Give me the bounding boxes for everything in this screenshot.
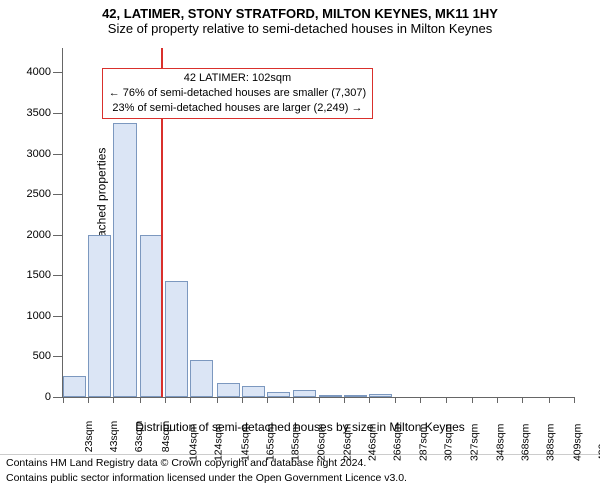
x-tick xyxy=(420,397,421,403)
histogram-bar xyxy=(63,376,86,397)
x-tick xyxy=(497,397,498,403)
y-tick-label: 3000 xyxy=(27,148,51,160)
histogram-bar xyxy=(344,395,367,397)
y-tick-label: 2500 xyxy=(27,188,51,200)
y-tick xyxy=(53,194,63,195)
y-tick-label: 2000 xyxy=(27,229,51,241)
title-subtitle: Size of property relative to semi-detach… xyxy=(0,21,600,36)
x-tick xyxy=(242,397,243,403)
histogram-bar xyxy=(267,392,290,397)
x-tick xyxy=(190,397,191,403)
y-tick-label: 500 xyxy=(33,350,51,362)
x-tick xyxy=(217,397,218,403)
footer-line2: Contains public sector information licen… xyxy=(0,470,600,485)
x-tick xyxy=(88,397,89,403)
y-tick xyxy=(53,235,63,236)
x-tick xyxy=(522,397,523,403)
x-tick xyxy=(63,397,64,403)
x-tick xyxy=(472,397,473,403)
y-tick xyxy=(53,316,63,317)
histogram-bar xyxy=(217,383,240,397)
chart-area: Number of semi-detached properties 05001… xyxy=(0,36,600,454)
x-tick xyxy=(140,397,141,403)
x-tick xyxy=(319,397,320,403)
chart-titles: 42, LATIMER, STONY STRATFORD, MILTON KEY… xyxy=(0,0,600,36)
histogram-bar xyxy=(369,394,392,397)
y-tick xyxy=(53,356,63,357)
annotation-line: ← 76% of semi-detached houses are smalle… xyxy=(109,86,366,101)
plot-region: 0500100015002000250030003500400023sqm43s… xyxy=(62,48,574,398)
annotation-line: 23% of semi-detached houses are larger (… xyxy=(109,101,366,116)
y-tick xyxy=(53,397,63,398)
y-tick xyxy=(53,113,63,114)
y-tick-label: 4000 xyxy=(27,66,51,78)
x-tick xyxy=(574,397,575,403)
histogram-bar xyxy=(242,386,265,397)
y-tick xyxy=(53,72,63,73)
y-tick-label: 1000 xyxy=(27,310,51,322)
histogram-bar xyxy=(293,390,316,397)
histogram-bar xyxy=(190,360,213,397)
y-tick-label: 1500 xyxy=(27,269,51,281)
y-tick xyxy=(53,275,63,276)
histogram-bar xyxy=(319,395,342,397)
x-tick xyxy=(267,397,268,403)
annotation-line: 42 LATIMER: 102sqm xyxy=(109,71,366,86)
x-tick xyxy=(165,397,166,403)
x-tick xyxy=(113,397,114,403)
x-tick xyxy=(344,397,345,403)
y-tick-label: 0 xyxy=(45,391,51,403)
x-tick xyxy=(395,397,396,403)
histogram-bar xyxy=(140,235,163,397)
title-address: 42, LATIMER, STONY STRATFORD, MILTON KEY… xyxy=(0,6,600,21)
x-tick xyxy=(446,397,447,403)
x-tick xyxy=(549,397,550,403)
histogram-bar xyxy=(113,123,136,397)
y-tick xyxy=(53,154,63,155)
histogram-bar xyxy=(88,235,111,397)
histogram-bar xyxy=(165,281,188,397)
x-tick xyxy=(369,397,370,403)
annotation-box: 42 LATIMER: 102sqm← 76% of semi-detached… xyxy=(102,68,373,119)
x-axis-label: Distribution of semi-detached houses by … xyxy=(0,420,600,434)
y-tick-label: 3500 xyxy=(27,107,51,119)
x-tick xyxy=(293,397,294,403)
